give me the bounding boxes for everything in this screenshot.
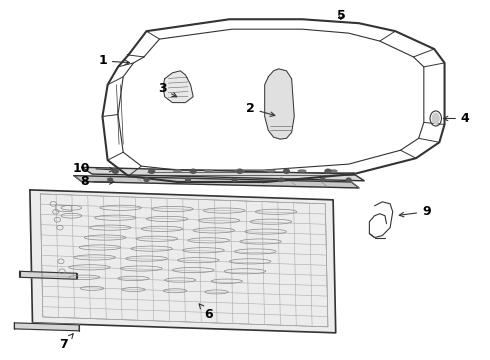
Circle shape (148, 168, 155, 174)
Text: 10: 10 (73, 162, 114, 175)
Ellipse shape (204, 169, 213, 172)
Polygon shape (14, 323, 79, 331)
Ellipse shape (328, 169, 338, 172)
Polygon shape (74, 176, 359, 188)
Circle shape (112, 168, 119, 174)
Text: 6: 6 (199, 304, 213, 321)
Polygon shape (30, 190, 336, 333)
Circle shape (190, 168, 197, 174)
Circle shape (278, 177, 284, 182)
Ellipse shape (235, 169, 245, 172)
Circle shape (107, 177, 113, 182)
Ellipse shape (297, 169, 307, 172)
Circle shape (324, 168, 332, 174)
Circle shape (144, 177, 149, 182)
Text: 4: 4 (443, 112, 469, 125)
Circle shape (283, 168, 290, 174)
Circle shape (231, 177, 238, 182)
Ellipse shape (173, 169, 182, 172)
Text: 3: 3 (158, 82, 177, 97)
Circle shape (319, 177, 326, 182)
Text: 5: 5 (337, 9, 345, 22)
Polygon shape (163, 71, 193, 103)
Text: 7: 7 (59, 334, 73, 351)
Polygon shape (82, 167, 364, 181)
Text: 1: 1 (98, 54, 129, 67)
Circle shape (185, 177, 191, 182)
Text: 2: 2 (246, 102, 275, 116)
Ellipse shape (432, 113, 440, 125)
Polygon shape (20, 271, 76, 279)
Ellipse shape (266, 169, 275, 172)
Text: 8: 8 (80, 175, 114, 189)
Circle shape (345, 177, 352, 182)
Polygon shape (265, 69, 294, 139)
Text: 9: 9 (399, 205, 431, 218)
Circle shape (236, 168, 244, 174)
